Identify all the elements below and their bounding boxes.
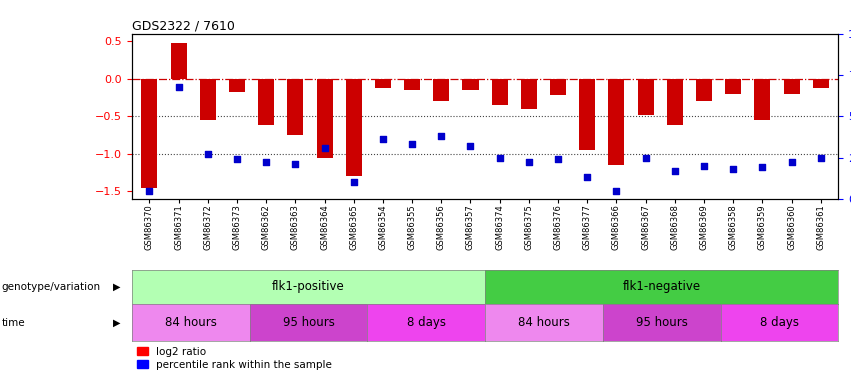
Point: [814, 154, 827, 160]
Bar: [754, 79, 770, 120]
Text: GDS2322 / 7610: GDS2322 / 7610: [132, 20, 235, 33]
Point: [464, 143, 477, 149]
Text: 95 hours: 95 hours: [636, 316, 688, 329]
Point: [405, 141, 419, 147]
Text: ▶: ▶: [113, 282, 120, 292]
Bar: [170, 43, 186, 79]
Point: [376, 136, 390, 142]
Bar: [725, 79, 741, 94]
Point: [172, 84, 186, 90]
Text: 8 days: 8 days: [760, 316, 799, 329]
Text: genotype/variation: genotype/variation: [2, 282, 100, 292]
Point: [347, 179, 361, 185]
Text: time: time: [2, 318, 26, 327]
Bar: [404, 79, 420, 90]
Bar: [288, 79, 303, 135]
Point: [785, 159, 798, 165]
Bar: [462, 79, 478, 90]
Bar: [141, 79, 157, 188]
Point: [230, 156, 243, 162]
Bar: [433, 79, 449, 101]
Bar: [550, 79, 566, 95]
Bar: [608, 79, 625, 165]
Point: [260, 159, 273, 165]
Bar: [521, 79, 537, 109]
Text: ▶: ▶: [113, 318, 120, 327]
Point: [580, 174, 594, 180]
Bar: [580, 79, 595, 150]
Text: 95 hours: 95 hours: [283, 316, 334, 329]
Bar: [317, 79, 333, 158]
Bar: [258, 79, 274, 125]
Text: flk1-positive: flk1-positive: [272, 280, 345, 293]
Bar: [667, 79, 683, 125]
Bar: [492, 79, 508, 105]
Point: [143, 188, 157, 194]
Bar: [375, 79, 391, 88]
Text: 84 hours: 84 hours: [165, 316, 217, 329]
Point: [493, 154, 506, 160]
Point: [288, 161, 302, 167]
Text: 84 hours: 84 hours: [518, 316, 570, 329]
Point: [697, 163, 711, 169]
Point: [756, 164, 769, 170]
Point: [609, 188, 623, 194]
Point: [668, 168, 682, 174]
Point: [551, 156, 565, 162]
Bar: [346, 79, 362, 176]
Point: [727, 166, 740, 172]
Point: [639, 154, 653, 160]
Bar: [696, 79, 712, 101]
Bar: [229, 79, 245, 92]
Text: 8 days: 8 days: [407, 316, 446, 329]
Text: flk1-negative: flk1-negative: [623, 280, 700, 293]
Point: [435, 133, 448, 139]
Bar: [200, 79, 216, 120]
Legend: log2 ratio, percentile rank within the sample: log2 ratio, percentile rank within the s…: [137, 346, 332, 370]
Bar: [813, 79, 829, 88]
Bar: [784, 79, 800, 94]
Point: [522, 159, 535, 165]
Bar: [637, 79, 654, 115]
Point: [201, 151, 214, 157]
Point: [317, 145, 331, 151]
